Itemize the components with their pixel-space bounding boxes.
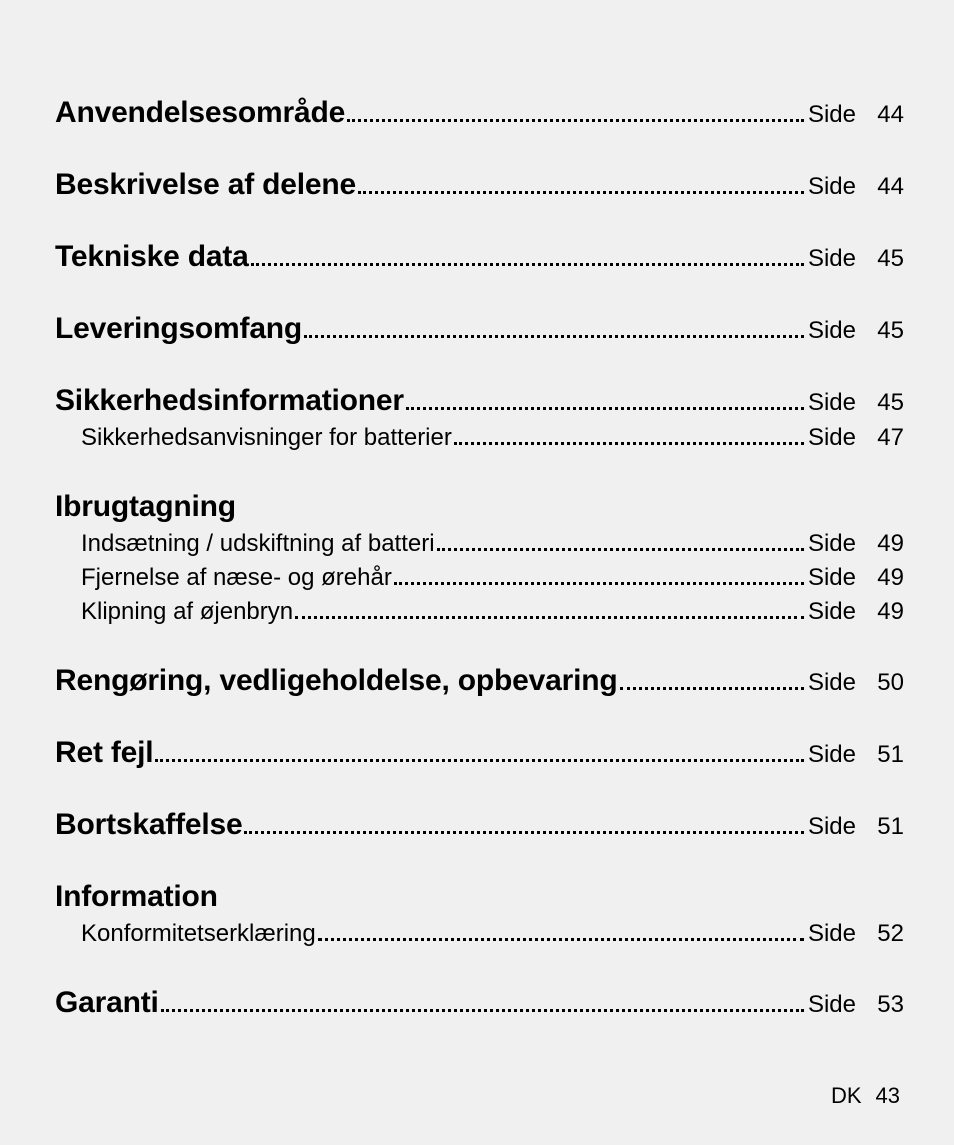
toc-entry-title: Bortskaffelse xyxy=(55,810,242,840)
toc-page-label: Side xyxy=(808,815,862,839)
toc-page-label: Side xyxy=(808,426,862,450)
toc-leader-dots xyxy=(161,1003,804,1012)
toc-page-number: 49 xyxy=(862,600,904,624)
toc-page-label: Side xyxy=(808,566,862,590)
toc-leader-dots xyxy=(454,437,804,445)
toc-page-number: 44 xyxy=(862,175,904,199)
toc-entry-main: Sikkerhedsinformationer Side45 xyxy=(55,386,904,416)
toc-entry-sub: Indsætning / udskiftning af batteri Side4… xyxy=(55,532,904,556)
toc-leader-dots xyxy=(437,543,804,551)
toc-leader-dots xyxy=(358,185,804,194)
toc-entry-main: Anvendelsesområde Side44 xyxy=(55,98,904,128)
toc-entry-title: Tekniske data xyxy=(55,242,249,272)
toc-entry-main: Tekniske data Side45 xyxy=(55,242,904,272)
toc-page-label: Side xyxy=(808,391,862,415)
page-footer: DK 43 xyxy=(55,1083,904,1115)
toc-entry-title: Garanti xyxy=(55,988,159,1018)
toc-page-label: Side xyxy=(808,319,862,343)
document-page: AnvendelsesområdeSide44Beskrivelse af de… xyxy=(0,0,954,1145)
toc-page-label: Side xyxy=(808,247,862,271)
toc-page-label: Side xyxy=(808,743,862,767)
toc-entry-title: Anvendelsesområde xyxy=(55,98,345,128)
toc-section-heading: Information xyxy=(55,882,904,912)
toc-leader-dots xyxy=(251,257,804,266)
toc-entry-title: Ret fejl xyxy=(55,738,153,768)
toc-leader-dots xyxy=(394,577,804,585)
toc-leader-dots xyxy=(406,401,804,410)
toc-entry-title: Sikkerhedsinformationer xyxy=(55,386,404,416)
toc-page-number: 49 xyxy=(862,566,904,590)
toc-page-label: Side xyxy=(808,532,862,556)
toc-entry-title: Konformitetserklæring xyxy=(81,922,316,946)
toc-entry-title: Leveringsomfang xyxy=(55,314,302,344)
toc-page-label: Side xyxy=(808,671,862,695)
footer-language: DK xyxy=(831,1083,862,1108)
toc-entry-sub: Sikkerhedsanvisninger for batterier Side4… xyxy=(55,426,904,450)
toc-entry-title: Klipning af øjenbryn xyxy=(81,600,293,624)
toc-entry-main: Garanti Side53 xyxy=(55,988,904,1018)
toc-entry-main: Leveringsomfang Side45 xyxy=(55,314,904,344)
toc-entry-title: Fjernelse af næse- og ørehår xyxy=(81,566,392,590)
toc-entry-main: Rengøring, vedligeholdelse, opbevaring Si… xyxy=(55,666,904,696)
toc-entry-title: Rengøring, vedligeholdelse, opbevaring xyxy=(55,666,618,696)
toc-entry-main: Beskrivelse af delene Side44 xyxy=(55,170,904,200)
toc-leader-dots xyxy=(304,329,804,338)
toc-page-number: 51 xyxy=(862,743,904,767)
toc-entry-main: Bortskaffelse Side51 xyxy=(55,810,904,840)
toc-leader-dots xyxy=(155,753,804,762)
toc-page-number: 45 xyxy=(862,319,904,343)
toc-entry-sub: Klipning af øjenbryn Side49 xyxy=(55,600,904,624)
footer-page-number: 43 xyxy=(876,1083,900,1108)
toc-entry-title: Sikkerhedsanvisninger for batterier xyxy=(81,426,452,450)
toc-entry-sub: Fjernelse af næse- og ørehår Side49 xyxy=(55,566,904,590)
toc-entry-title: Indsætning / udskiftning af batteri xyxy=(81,532,435,556)
toc-entry-title: Beskrivelse af delene xyxy=(55,170,356,200)
toc-leader-dots xyxy=(244,825,803,834)
toc-page-number: 51 xyxy=(862,815,904,839)
toc-page-label: Side xyxy=(808,175,862,199)
toc-page-label: Side xyxy=(808,993,862,1017)
toc-page-number: 45 xyxy=(862,247,904,271)
toc-page-number: 53 xyxy=(862,993,904,1017)
toc-section-heading: Ibrugtagning xyxy=(55,492,904,522)
toc-entry-sub: Konformitetserklæring Side52 xyxy=(55,922,904,946)
toc-leader-dots xyxy=(347,113,804,122)
table-of-contents: AnvendelsesområdeSide44Beskrivelse af de… xyxy=(55,98,904,1083)
toc-page-label: Side xyxy=(808,103,862,127)
toc-page-number: 52 xyxy=(862,922,904,946)
toc-page-number: 49 xyxy=(862,532,904,556)
toc-page-label: Side xyxy=(808,922,862,946)
toc-page-number: 47 xyxy=(862,426,904,450)
toc-page-number: 50 xyxy=(862,671,904,695)
toc-page-number: 44 xyxy=(862,103,904,127)
toc-leader-dots xyxy=(318,933,804,941)
toc-leader-dots xyxy=(620,681,804,690)
toc-page-number: 45 xyxy=(862,391,904,415)
toc-entry-main: Ret fejl Side51 xyxy=(55,738,904,768)
toc-page-label: Side xyxy=(808,600,862,624)
toc-leader-dots xyxy=(295,611,804,619)
